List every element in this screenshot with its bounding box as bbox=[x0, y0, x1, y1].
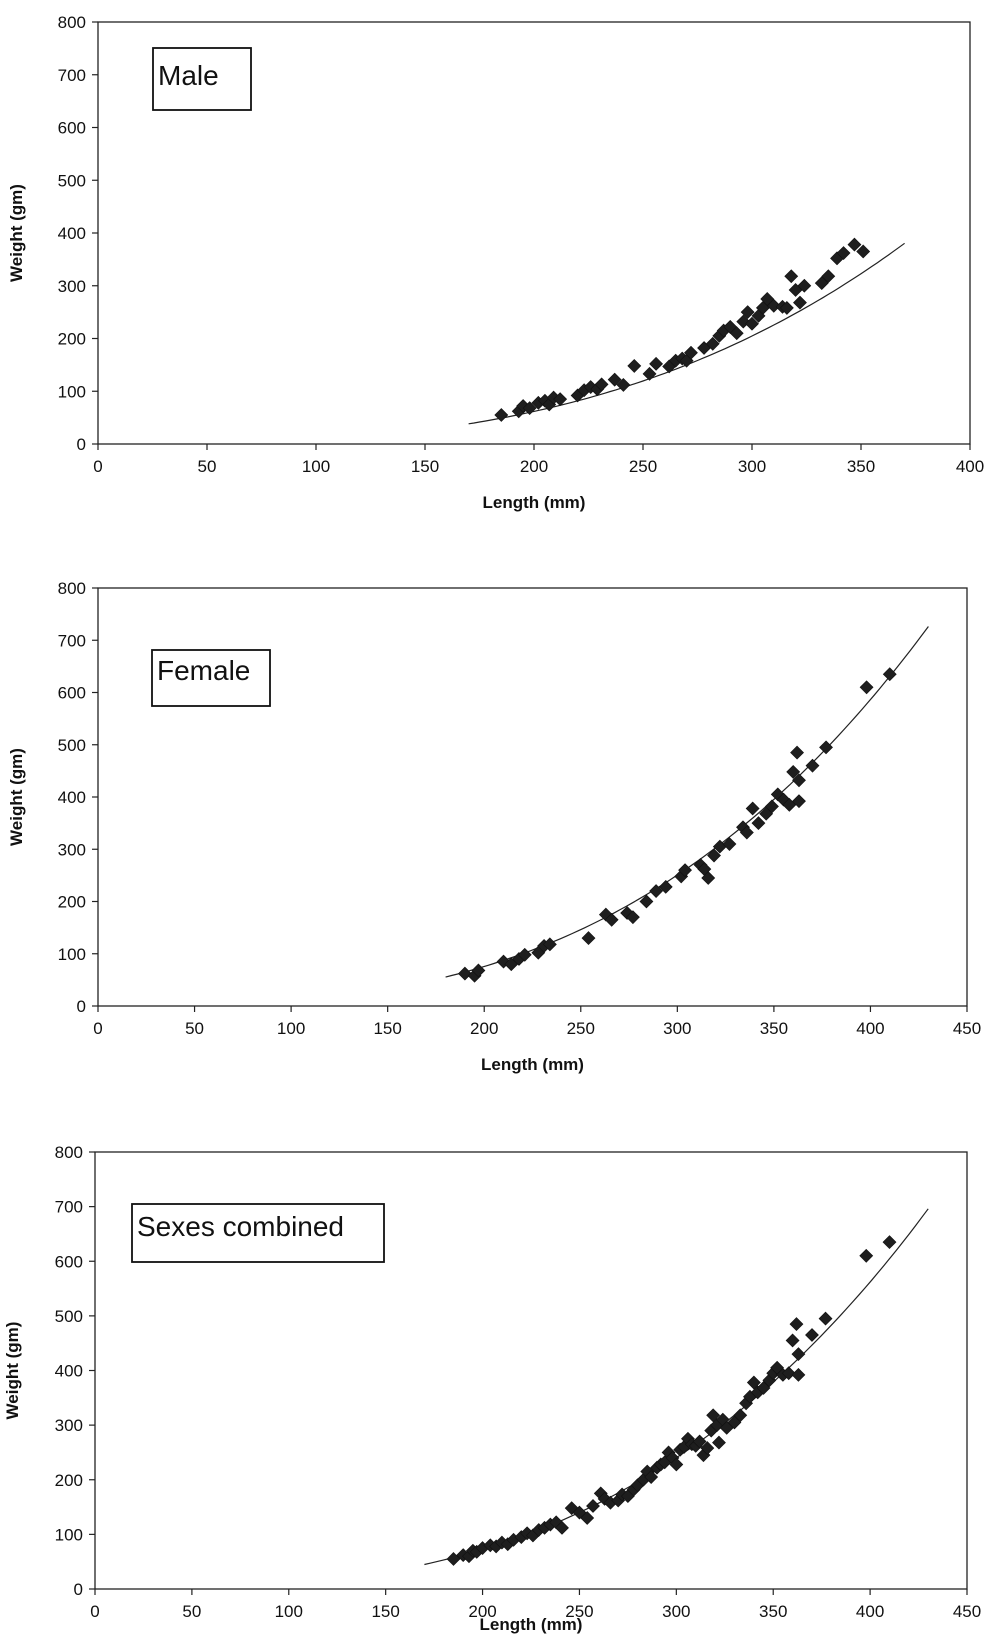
x-tick-label: 350 bbox=[847, 457, 875, 476]
y-tick-label: 700 bbox=[55, 1198, 83, 1217]
chart-female: 0 100 200 300 400 500 600 700 800 0 50 100 150 200 250… bbox=[7, 579, 981, 1074]
data-point bbox=[643, 367, 656, 380]
data-point bbox=[806, 759, 819, 772]
x-tick-label: 150 bbox=[371, 1602, 399, 1621]
y-tick-label: 400 bbox=[55, 1362, 83, 1381]
x-tick-label: 100 bbox=[277, 1019, 305, 1038]
x-tick-label: 50 bbox=[198, 457, 217, 476]
y-tick-label: 300 bbox=[55, 1416, 83, 1435]
data-point bbox=[860, 681, 873, 694]
y-tick-label: 500 bbox=[58, 171, 86, 190]
x-axis-label: Length (mm) bbox=[480, 1615, 583, 1634]
y-axis-label: Weight (gm) bbox=[7, 184, 26, 282]
fit-curve bbox=[446, 627, 929, 978]
x-tick-label: 400 bbox=[856, 1019, 884, 1038]
data-point bbox=[860, 1249, 873, 1262]
y-tick-label: 300 bbox=[58, 277, 86, 296]
x-tick-label: 50 bbox=[182, 1602, 201, 1621]
data-point bbox=[790, 1318, 803, 1331]
y-tick-label: 800 bbox=[58, 579, 86, 598]
fit-curve bbox=[469, 243, 905, 423]
chart-combined: 01002003004005006007008000 50 100 150 200 250… bbox=[3, 1143, 981, 1634]
annotation-label: Female bbox=[157, 655, 250, 686]
y-tick-label: 600 bbox=[55, 1252, 83, 1271]
y-tick-label: 400 bbox=[58, 224, 86, 243]
x-tick-label: 250 bbox=[629, 457, 657, 476]
x-tick-label: 250 bbox=[567, 1019, 595, 1038]
y-tick-label: 600 bbox=[58, 684, 86, 703]
data-point bbox=[458, 967, 471, 980]
x-tick-label: 450 bbox=[953, 1602, 981, 1621]
x-tick-label: 100 bbox=[302, 457, 330, 476]
x-tick-label: 0 bbox=[93, 457, 102, 476]
y-tick-label: 300 bbox=[58, 840, 86, 859]
y-tick-label: 0 bbox=[77, 997, 86, 1016]
y-tick-label: 100 bbox=[58, 382, 86, 401]
y-tick-label: 100 bbox=[55, 1525, 83, 1544]
data-point bbox=[746, 802, 759, 815]
y-tick-label: 700 bbox=[58, 66, 86, 85]
y-tick-label: 500 bbox=[55, 1307, 83, 1326]
x-tick-label: 300 bbox=[738, 457, 766, 476]
data-point bbox=[752, 817, 765, 830]
x-tick-label: 0 bbox=[93, 1019, 102, 1038]
y-tick-label: 200 bbox=[58, 330, 86, 349]
data-point bbox=[791, 746, 804, 759]
y-tick-label: 700 bbox=[58, 631, 86, 650]
x-tick-label: 200 bbox=[470, 1019, 498, 1038]
data-point bbox=[785, 270, 798, 283]
data-point bbox=[495, 408, 508, 421]
data-point bbox=[712, 1436, 725, 1449]
data-point bbox=[650, 357, 663, 370]
y-tick-label: 200 bbox=[55, 1471, 83, 1490]
x-tick-label: 300 bbox=[662, 1602, 690, 1621]
y-tick-label: 500 bbox=[58, 736, 86, 755]
y-tick-label: 800 bbox=[58, 13, 86, 32]
annotation-label: Sexes combined bbox=[137, 1211, 344, 1242]
x-tick-label: 150 bbox=[373, 1019, 401, 1038]
x-tick-label: 350 bbox=[759, 1602, 787, 1621]
x-tick-label: 50 bbox=[185, 1019, 204, 1038]
data-point bbox=[723, 838, 736, 851]
data-point bbox=[792, 1368, 805, 1381]
x-tick-label: 150 bbox=[411, 457, 439, 476]
data-point bbox=[793, 296, 806, 309]
x-axis-label: Length (mm) bbox=[483, 493, 586, 512]
x-tick-label: 100 bbox=[275, 1602, 303, 1621]
data-point bbox=[883, 1236, 896, 1249]
y-axis-label: Weight (gm) bbox=[3, 1322, 22, 1420]
data-point bbox=[786, 1334, 799, 1347]
x-tick-label: 200 bbox=[520, 457, 548, 476]
y-tick-label: 200 bbox=[58, 893, 86, 912]
y-tick-label: 600 bbox=[58, 119, 86, 138]
chart-male: 0 100 200 300 400 500 600 700 800 0 50 100 150 200 250… bbox=[7, 13, 984, 512]
x-tick-label: 400 bbox=[856, 1602, 884, 1621]
data-point bbox=[883, 668, 896, 681]
y-tick-label: 0 bbox=[74, 1580, 83, 1599]
data-point bbox=[628, 359, 641, 372]
data-point bbox=[819, 1312, 832, 1325]
data-point bbox=[805, 1328, 818, 1341]
y-tick-label: 400 bbox=[58, 788, 86, 807]
x-tick-label: 350 bbox=[760, 1019, 788, 1038]
fit-curve bbox=[424, 1209, 928, 1565]
data-point bbox=[587, 1499, 600, 1512]
y-axis-label: Weight (gm) bbox=[7, 748, 26, 846]
y-tick-label: 100 bbox=[58, 945, 86, 964]
x-axis-label: Length (mm) bbox=[481, 1055, 584, 1074]
x-tick-label: 0 bbox=[90, 1602, 99, 1621]
y-tick-label: 0 bbox=[77, 435, 86, 454]
x-tick-label: 450 bbox=[953, 1019, 981, 1038]
data-point bbox=[582, 932, 595, 945]
data-point bbox=[820, 741, 833, 754]
data-point bbox=[792, 1348, 805, 1361]
annotation-label: Male bbox=[158, 60, 219, 91]
y-tick-label: 800 bbox=[55, 1143, 83, 1162]
x-tick-label: 300 bbox=[663, 1019, 691, 1038]
x-tick-label: 400 bbox=[956, 457, 984, 476]
